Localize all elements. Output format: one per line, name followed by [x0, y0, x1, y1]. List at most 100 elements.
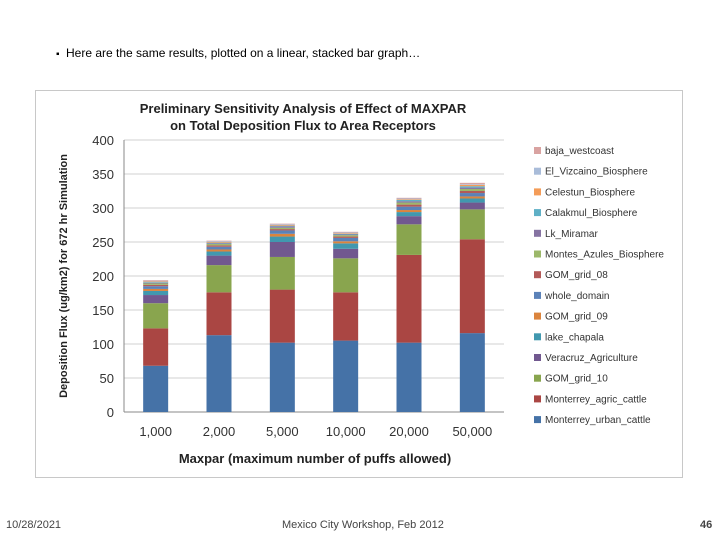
- bar-segment: [396, 224, 422, 255]
- x-tick-label: 1,000: [139, 424, 172, 439]
- x-tick-label: 20,000: [389, 424, 429, 439]
- footer-title: Mexico City Workshop, Feb 2012: [282, 519, 444, 531]
- y-tick-label: 200: [92, 269, 114, 284]
- bar-segment: [396, 199, 422, 200]
- bullet-icon: ▪: [56, 49, 60, 60]
- bar-segment: [143, 295, 169, 304]
- y-tick-label: 250: [92, 235, 114, 250]
- bar-segment: [333, 231, 359, 233]
- bar-segment: [396, 212, 422, 217]
- bar-segment: [396, 197, 422, 199]
- bar-segment: [143, 290, 169, 296]
- chart-title-line: on Total Deposition Flux to Area Recepto…: [170, 118, 436, 133]
- legend-label: Veracruz_Agriculture: [545, 353, 638, 364]
- bar-segment: [459, 193, 485, 197]
- y-tick-label: 350: [92, 167, 114, 182]
- bar-segment: [459, 184, 485, 187]
- y-axis-label: Deposition Flux (ug/km2) for 672 hr Simu…: [58, 154, 70, 398]
- bar-segment: [396, 342, 422, 412]
- legend-label: baja_westcoast: [545, 146, 614, 157]
- x-tick-label: 10,000: [326, 424, 366, 439]
- bar-segment: [143, 283, 169, 285]
- bar-segment: [459, 196, 485, 199]
- legend-swatch: [534, 333, 541, 341]
- bar-segment: [143, 288, 169, 291]
- bar-segment: [459, 187, 485, 189]
- legend-label: Monterrey_urban_cattle: [545, 415, 651, 426]
- bar-segment: [206, 249, 232, 252]
- legend-swatch: [534, 209, 541, 217]
- legend-label: Lk_Miramar: [545, 229, 598, 240]
- bar-segment: [333, 233, 359, 234]
- bar-segment: [206, 335, 232, 412]
- bar-segment: [333, 236, 359, 238]
- bar-segment: [459, 209, 485, 240]
- legend-swatch: [534, 291, 541, 299]
- bar-segment: [459, 202, 485, 210]
- bar-segment: [396, 216, 422, 225]
- bar-segment: [269, 242, 295, 257]
- legend-label: GOM_grid_08: [545, 270, 608, 281]
- bar-segment: [269, 226, 295, 228]
- stacked-bar-chart: Preliminary Sensitivity Analysis of Effe…: [58, 101, 664, 466]
- bar-segment: [459, 333, 485, 412]
- bar-segment: [269, 256, 295, 290]
- bar-segment: [269, 225, 295, 226]
- bar-segment: [269, 223, 295, 225]
- legend-swatch: [534, 312, 541, 320]
- bar-segment: [333, 292, 359, 341]
- y-tick-label: 100: [92, 337, 114, 352]
- bar-segment: [333, 243, 359, 249]
- legend-swatch: [534, 167, 541, 175]
- bar-segment: [396, 201, 422, 203]
- bar-segment: [143, 282, 169, 284]
- bar-segment: [143, 286, 169, 289]
- bar-segment: [206, 292, 232, 336]
- bar-segment: [206, 255, 232, 266]
- bar-segment: [206, 265, 232, 293]
- chart-frame: Preliminary Sensitivity Analysis of Effe…: [35, 90, 683, 478]
- bar-segment: [269, 342, 295, 412]
- bar-segment: [143, 303, 169, 329]
- legend-label: Celestun_Biosphere: [545, 187, 635, 198]
- bar-segment: [269, 227, 295, 230]
- x-axis-label: Maxpar (maximum number of puffs allowed): [179, 451, 451, 466]
- bar-segment: [206, 240, 232, 242]
- bar-segment: [269, 233, 295, 237]
- bar-segment: [143, 282, 169, 283]
- y-tick-label: 300: [92, 201, 114, 216]
- bar-segment: [206, 245, 232, 247]
- bar-segment: [396, 206, 422, 211]
- legend-label: Montes_Azules_Biosphere: [545, 250, 664, 261]
- bar-segment: [396, 254, 422, 343]
- legend-label: Monterrey_agric_cattle: [545, 394, 647, 405]
- y-tick-label: 150: [92, 303, 114, 318]
- bar-segment: [396, 204, 422, 207]
- bar-segment: [459, 239, 485, 334]
- bar-segment: [269, 230, 295, 234]
- chart-title-line: Preliminary Sensitivity Analysis of Effe…: [140, 101, 467, 116]
- legend-label: El_Vizcaino_Biosphere: [545, 167, 648, 178]
- bar-segment: [459, 188, 485, 191]
- bar-segment: [143, 365, 169, 412]
- bar-segment: [333, 241, 359, 244]
- bar-segment: [459, 186, 485, 188]
- bar-segment: [206, 242, 232, 243]
- bar-segment: [206, 244, 232, 246]
- legend-label: GOM_grid_09: [545, 312, 608, 323]
- bar-segment: [396, 210, 422, 213]
- legend-swatch: [534, 271, 541, 279]
- bar-segment: [143, 280, 169, 281]
- bullet-text: Here are the same results, plotted on a …: [66, 46, 421, 60]
- page-number: 46: [700, 519, 713, 531]
- legend-swatch: [534, 147, 541, 154]
- legend-label: Calakmul_Biosphere: [545, 208, 638, 219]
- bar-segment: [269, 224, 295, 225]
- legend-label: whole_domain: [544, 291, 610, 302]
- y-tick-label: 0: [107, 405, 114, 420]
- footer-date: 10/28/2021: [6, 519, 62, 531]
- bar-segment: [396, 199, 422, 202]
- bar-segment: [333, 258, 359, 293]
- bar-segment: [333, 235, 359, 237]
- legend-swatch: [534, 374, 541, 382]
